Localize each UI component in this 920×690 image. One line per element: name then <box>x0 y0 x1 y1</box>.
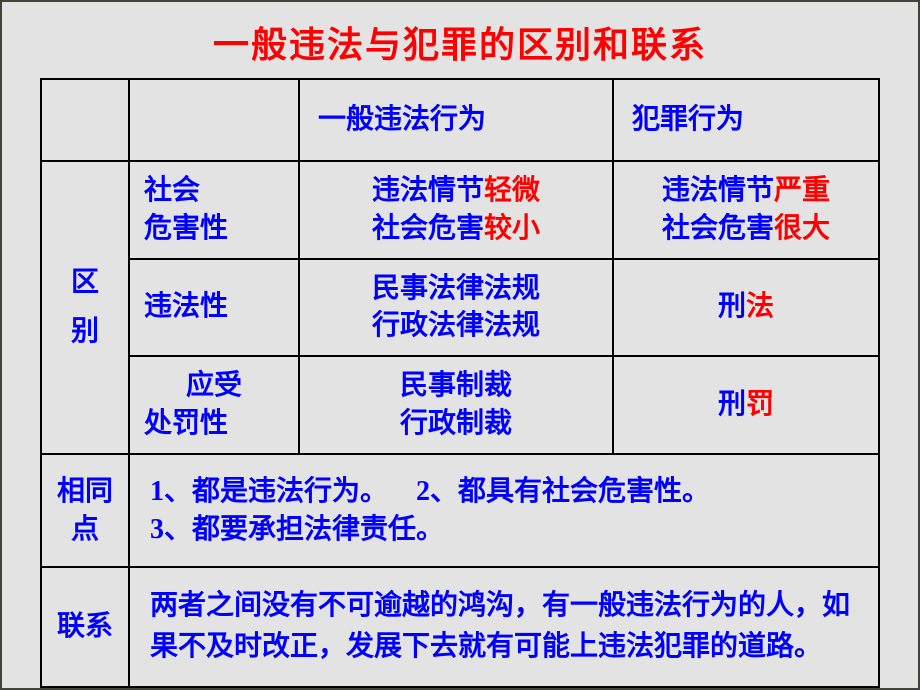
header-blank-1 <box>41 79 129 161</box>
row-commonalities: 相同 点 1、都是违法行为。 2、都具有社会危害性。 3、都要承担法律责任。 <box>41 454 879 568</box>
comparison-table: 一般违法行为 犯罪行为 区 别 社会 危害性 违法情节轻微 社会危害较小 <box>40 78 880 688</box>
common-item-2: 2、都具有社会危害性。 <box>416 476 710 507</box>
txt: 行政法律法规 <box>314 307 598 345</box>
slide-page: 一般违法与犯罪的区别和联系 一般违法行为 犯罪行为 区 别 社会 危害性 违法情… <box>0 0 920 690</box>
txt: 民事制裁 <box>314 367 598 405</box>
label-social-harm-l1: 社会 <box>144 172 284 210</box>
common-item-1: 1、都是违法行为。 <box>150 476 388 507</box>
cell-harm-general: 违法情节轻微 社会危害较小 <box>299 161 613 259</box>
header-crime: 犯罪行为 <box>613 79 879 161</box>
txt: 违法情节 <box>372 175 484 206</box>
txt: 处罚性 <box>144 405 284 443</box>
txt: 行政制裁 <box>314 405 598 443</box>
label-illegality: 违法性 <box>129 259 299 357</box>
cell-punish-crime: 刑罚 <box>613 356 879 454</box>
txt: 法 <box>746 291 774 322</box>
txt: 严重 <box>774 175 830 206</box>
slide-title: 一般违法与犯罪的区别和联系 <box>2 2 918 78</box>
txt: 社会危害 <box>372 213 484 244</box>
cell-relation: 两者之间没有不可逾越的鸿沟，有一般违法行为的人，如果不及时改正，发展下去就有可能… <box>129 567 879 686</box>
label-difference-char1: 区 <box>56 264 114 302</box>
txt: 刑 <box>718 389 746 420</box>
txt: 违法情节 <box>662 175 774 206</box>
label-difference: 区 别 <box>41 161 129 454</box>
txt: 民事法律法规 <box>314 270 598 308</box>
label-social-harm: 社会 危害性 <box>129 161 299 259</box>
label-relation: 联系 <box>41 567 129 686</box>
cell-harm-general-l1: 违法情节轻微 <box>314 172 598 210</box>
cell-commonalities: 1、都是违法行为。 2、都具有社会危害性。 3、都要承担法律责任。 <box>129 454 879 568</box>
txt: 很大 <box>774 213 830 244</box>
header-blank-2 <box>129 79 299 161</box>
txt: 点 <box>56 511 114 549</box>
label-commonalities: 相同 点 <box>41 454 129 568</box>
txt: 较小 <box>484 213 540 244</box>
cell-harm-crime: 违法情节严重 社会危害很大 <box>613 161 879 259</box>
cell-harm-crime-l1: 违法情节严重 <box>628 172 864 210</box>
label-punishability: 应受 处罚性 <box>129 356 299 454</box>
cell-illegality-general: 民事法律法规 行政法律法规 <box>299 259 613 357</box>
label-social-harm-l2: 危害性 <box>144 210 284 248</box>
row-illegality: 违法性 民事法律法规 行政法律法规 刑法 <box>41 259 879 357</box>
spacer <box>56 301 114 313</box>
txt: 罚 <box>746 389 774 420</box>
row-punishability: 应受 处罚性 民事制裁 行政制裁 刑罚 <box>41 356 879 454</box>
label-difference-char2: 别 <box>56 313 114 351</box>
cell-harm-crime-l2: 社会危害很大 <box>628 210 864 248</box>
txt: 应受 <box>144 367 284 405</box>
header-general-violation: 一般违法行为 <box>299 79 613 161</box>
txt: 轻微 <box>484 175 540 206</box>
txt: 相同 <box>56 473 114 511</box>
cell-punish-general: 民事制裁 行政制裁 <box>299 356 613 454</box>
cell-harm-general-l2: 社会危害较小 <box>314 210 598 248</box>
cell-illegality-crime: 刑法 <box>613 259 879 357</box>
table-header-row: 一般违法行为 犯罪行为 <box>41 79 879 161</box>
common-item-3: 3、都要承担法律责任。 <box>150 514 444 545</box>
row-relation: 联系 两者之间没有不可逾越的鸿沟，有一般违法行为的人，如果不及时改正，发展下去就… <box>41 567 879 686</box>
txt: 社会危害 <box>662 213 774 244</box>
row-social-harm: 区 别 社会 危害性 违法情节轻微 社会危害较小 违法情节严重 <box>41 161 879 259</box>
txt: 刑 <box>718 291 746 322</box>
